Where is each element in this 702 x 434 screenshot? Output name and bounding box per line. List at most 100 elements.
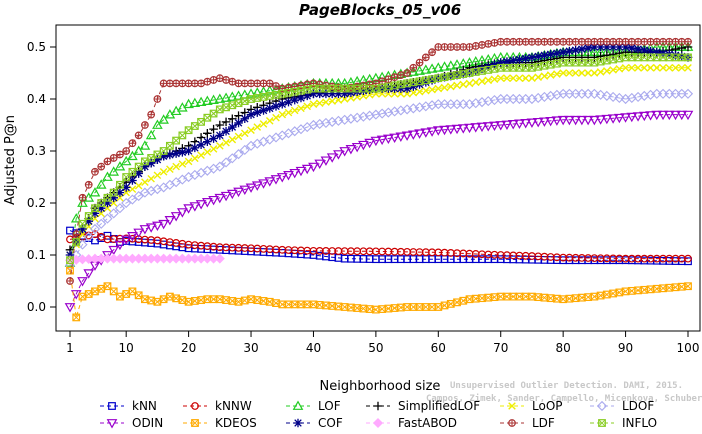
data-point-cross [147, 154, 155, 162]
data-point-plus [428, 48, 436, 56]
data-point [214, 253, 225, 264]
data-point-cross [628, 287, 636, 295]
data-point [540, 72, 549, 80]
data-point [122, 173, 131, 181]
data-point-plus [72, 230, 80, 238]
data-point-cross [646, 53, 655, 62]
data-point-plus [584, 38, 592, 46]
data-point-plus [204, 78, 211, 85]
data-point-cross [266, 92, 274, 100]
data-point-cross [122, 173, 130, 181]
data-point-cross [197, 118, 205, 126]
data-point [209, 134, 218, 143]
data-point-plus [522, 38, 529, 46]
data-point-cross [365, 84, 374, 93]
data-point [684, 254, 692, 263]
data-point [66, 226, 74, 235]
data-point [127, 232, 138, 242]
data-point [684, 257, 692, 266]
data-point [66, 256, 74, 265]
data-point [134, 169, 143, 178]
data-point-cross [328, 302, 336, 310]
data-point-cross [378, 305, 386, 313]
data-point [171, 149, 181, 158]
data-point [108, 208, 119, 219]
data-point-plus [459, 43, 467, 51]
data-point-cross [347, 303, 355, 312]
data-point-plus [403, 69, 411, 77]
data-point-cross [334, 84, 343, 93]
data-point-plus [659, 38, 667, 46]
data-point [184, 126, 193, 135]
data-point-cross [509, 292, 517, 301]
series-ldof [64, 88, 694, 271]
data-point [120, 235, 132, 245]
data-point [457, 124, 469, 134]
data-point [240, 114, 250, 124]
legend-label: LoOP [532, 399, 563, 413]
data-point [427, 75, 437, 85]
data-point-plus [684, 38, 692, 46]
data-point-plus [185, 80, 192, 87]
data-point [571, 45, 580, 55]
data-point-plus [628, 38, 636, 46]
data-point [657, 110, 669, 121]
legend-item-knn: kNN [100, 399, 157, 413]
data-point-cross [309, 84, 318, 93]
data-point-plus [147, 111, 155, 118]
data-point [95, 179, 107, 189]
data-point-cross [191, 297, 199, 305]
data-point [640, 45, 649, 55]
legend-label: kNN [132, 399, 157, 413]
data-point-cross [634, 286, 642, 295]
data-point-cross [671, 53, 680, 62]
data-point-plus [391, 73, 398, 81]
data-point-cross [403, 303, 411, 311]
data-point-cross [565, 295, 574, 303]
data-point [501, 120, 513, 130]
data-point [553, 70, 561, 78]
data-point [164, 216, 176, 226]
data-point [203, 129, 212, 138]
data-point [271, 101, 281, 111]
data-point-cross [72, 313, 80, 322]
data-point-cross [621, 287, 630, 296]
data-point-cross [297, 87, 305, 95]
data-point-cross [490, 293, 499, 301]
data-point-plus [634, 38, 642, 46]
data-point-cross [203, 295, 211, 303]
data-point [459, 80, 468, 89]
data-point [373, 401, 383, 411]
data-point-cross [178, 296, 187, 304]
data-point [646, 64, 655, 72]
data-point [422, 86, 430, 95]
data-point [133, 190, 144, 202]
data-point [370, 136, 382, 147]
data-point [571, 69, 580, 77]
data-point-plus [397, 71, 405, 79]
data-point-cross [653, 285, 661, 293]
data-point [221, 117, 231, 127]
data-point [326, 153, 338, 163]
data-point-plus [559, 38, 567, 46]
data-point [608, 49, 618, 59]
data-point [464, 123, 475, 134]
data-point-cross [547, 294, 555, 302]
data-point [158, 114, 169, 124]
data-point-plus [247, 80, 255, 87]
data-point [551, 116, 563, 126]
data-point [502, 57, 512, 66]
data-point [140, 162, 150, 171]
data-point-cross [428, 303, 436, 311]
data-point [178, 148, 187, 157]
data-point [503, 74, 511, 82]
data-point-cross [91, 287, 99, 296]
data-point-plus [366, 81, 373, 88]
data-point-cross [216, 295, 224, 303]
data-point-plus [622, 38, 629, 46]
data-point [214, 93, 226, 103]
data-point [340, 89, 349, 99]
x-tick-label: 1 [66, 341, 74, 355]
data-point-cross [91, 204, 99, 212]
data-point-plus [210, 76, 217, 84]
